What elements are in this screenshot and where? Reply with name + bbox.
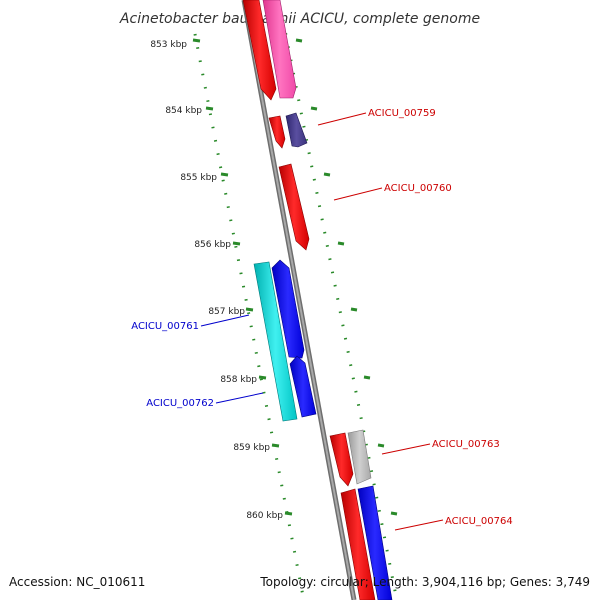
- genome-backbone: [241, 0, 357, 600]
- feature-acicu-00763-a: [329, 432, 354, 487]
- feature-acicu-00759-a: [268, 115, 286, 149]
- feature-red-top: [242, 0, 277, 101]
- feature-acicu-00764-a: [340, 488, 376, 600]
- tick-guide-inner: [193, 33, 305, 597]
- tick-label-855: 855 kbp: [180, 173, 217, 183]
- accession-text: Accession: NC_010611: [9, 575, 145, 589]
- feature-pink-top: [262, 0, 297, 99]
- feature-acicu-00761-cyan: [253, 261, 298, 422]
- forward-features: [242, 0, 393, 600]
- genome-summary-text: Topology: circular; Length: 3,904,116 bp…: [259, 575, 590, 589]
- gene-label-text-acicu-00761[interactable]: ACICU_00761: [131, 321, 199, 332]
- feature-acicu-00759-b: [285, 112, 308, 148]
- feature-acicu-00761-blue: [271, 259, 305, 359]
- gene-label-acicu-00762[interactable]: ACICU_00762: [146, 392, 264, 409]
- feature-acicu-00764-b: [357, 485, 393, 600]
- gene-label-text-acicu-00759[interactable]: ACICU_00759: [368, 108, 436, 119]
- tick-label-857: 857 kbp: [208, 307, 245, 317]
- tick-label-858: 858 kbp: [220, 375, 257, 385]
- tick-label-859: 859 kbp: [233, 443, 270, 453]
- gene-label-text-acicu-00760[interactable]: ACICU_00760: [384, 183, 452, 194]
- gene-label-acicu-00761[interactable]: ACICU_00761: [131, 314, 250, 332]
- gene-label-acicu-00760[interactable]: ACICU_00760: [333, 183, 452, 201]
- tick-label-854: 854 kbp: [165, 106, 202, 116]
- gene-label-acicu-00764[interactable]: ACICU_00764: [394, 516, 513, 531]
- gene-label-acicu-00763[interactable]: ACICU_00763: [381, 439, 500, 455]
- tick-label-853: 853 kbp: [150, 40, 187, 50]
- feature-acicu-00762-blue: [289, 355, 317, 418]
- gene-label-text-acicu-00764[interactable]: ACICU_00764: [445, 516, 513, 527]
- gene-label-text-acicu-00762[interactable]: ACICU_00762: [146, 398, 214, 409]
- feature-acicu-00763-b: [347, 429, 372, 485]
- tick-label-856: 856 kbp: [194, 240, 231, 250]
- map-title: Acinetobacter baumannii ACICU, complete …: [119, 11, 480, 27]
- feature-acicu-00760: [278, 163, 310, 251]
- gene-label-text-acicu-00763[interactable]: ACICU_00763: [432, 439, 500, 450]
- tick-labels: 853 kbp 854 kbp 855 kbp 856 kbp 857 kbp …: [150, 40, 283, 521]
- gene-label-acicu-00759[interactable]: ACICU_00759: [317, 108, 436, 126]
- tick-label-860: 860 kbp: [246, 511, 283, 521]
- major-ticks: [192, 38, 398, 516]
- reverse-features: [253, 259, 317, 422]
